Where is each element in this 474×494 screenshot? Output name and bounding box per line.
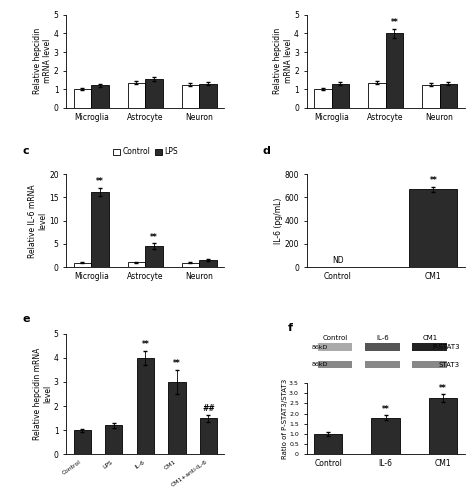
Y-axis label: Relative IL-6 mRNA
level: Relative IL-6 mRNA level bbox=[28, 184, 48, 257]
Text: **: ** bbox=[173, 359, 181, 368]
Bar bbox=[412, 361, 447, 369]
Text: **: ** bbox=[439, 384, 447, 393]
Bar bbox=[200, 83, 217, 108]
Bar bbox=[128, 82, 146, 108]
Bar bbox=[91, 85, 109, 108]
Bar bbox=[318, 361, 352, 369]
Legend: Control, LPS: Control, LPS bbox=[113, 148, 178, 157]
Bar bbox=[368, 82, 385, 108]
Bar bbox=[146, 79, 163, 108]
Bar bbox=[182, 262, 200, 267]
Bar bbox=[200, 418, 217, 454]
Bar bbox=[410, 189, 457, 267]
Bar bbox=[412, 343, 447, 351]
Y-axis label: Ratio of P-STAT3/STAT3: Ratio of P-STAT3/STAT3 bbox=[282, 378, 288, 459]
Bar bbox=[331, 83, 349, 108]
Bar bbox=[128, 262, 146, 267]
Bar bbox=[385, 34, 403, 108]
Text: CM1: CM1 bbox=[422, 335, 438, 341]
Bar bbox=[91, 192, 109, 267]
Text: P-STAT3: P-STAT3 bbox=[432, 344, 460, 350]
Bar bbox=[439, 83, 457, 108]
Text: **: ** bbox=[429, 176, 438, 185]
Text: STAT3: STAT3 bbox=[438, 362, 460, 368]
Text: ND: ND bbox=[332, 256, 344, 265]
Bar bbox=[137, 358, 154, 454]
Text: 86kD: 86kD bbox=[311, 344, 328, 350]
Text: **: ** bbox=[96, 177, 104, 186]
Bar bbox=[371, 418, 400, 454]
Bar bbox=[422, 84, 439, 108]
Text: f: f bbox=[288, 324, 292, 333]
Bar bbox=[318, 343, 352, 351]
Text: **: ** bbox=[391, 18, 398, 27]
Bar bbox=[314, 89, 331, 108]
Bar bbox=[73, 89, 91, 108]
Bar bbox=[314, 434, 342, 454]
Text: ##: ## bbox=[202, 404, 215, 412]
Bar bbox=[73, 262, 91, 267]
Text: **: ** bbox=[150, 233, 158, 242]
Bar bbox=[168, 382, 186, 454]
Text: Control: Control bbox=[322, 335, 347, 341]
Bar bbox=[428, 398, 457, 454]
Text: c: c bbox=[22, 146, 29, 156]
Y-axis label: Relative hepcidin
mRNA level: Relative hepcidin mRNA level bbox=[273, 28, 292, 94]
Bar bbox=[365, 343, 400, 351]
Bar bbox=[200, 260, 217, 267]
Y-axis label: Relative hepcidin mRNA
level: Relative hepcidin mRNA level bbox=[33, 348, 53, 440]
Bar bbox=[365, 361, 400, 369]
Y-axis label: IL-6 (pg/mL): IL-6 (pg/mL) bbox=[274, 198, 283, 244]
Text: **: ** bbox=[141, 340, 149, 349]
Bar bbox=[146, 247, 163, 267]
Y-axis label: Relative hepcidin
mRNA level: Relative hepcidin mRNA level bbox=[33, 28, 53, 94]
Text: **: ** bbox=[382, 405, 390, 414]
Text: 86kD: 86kD bbox=[311, 363, 328, 368]
Bar bbox=[105, 425, 122, 454]
Text: e: e bbox=[22, 314, 29, 324]
Text: d: d bbox=[262, 146, 270, 156]
Bar bbox=[73, 430, 91, 454]
Bar bbox=[182, 84, 200, 108]
Text: IL-6: IL-6 bbox=[376, 335, 389, 341]
